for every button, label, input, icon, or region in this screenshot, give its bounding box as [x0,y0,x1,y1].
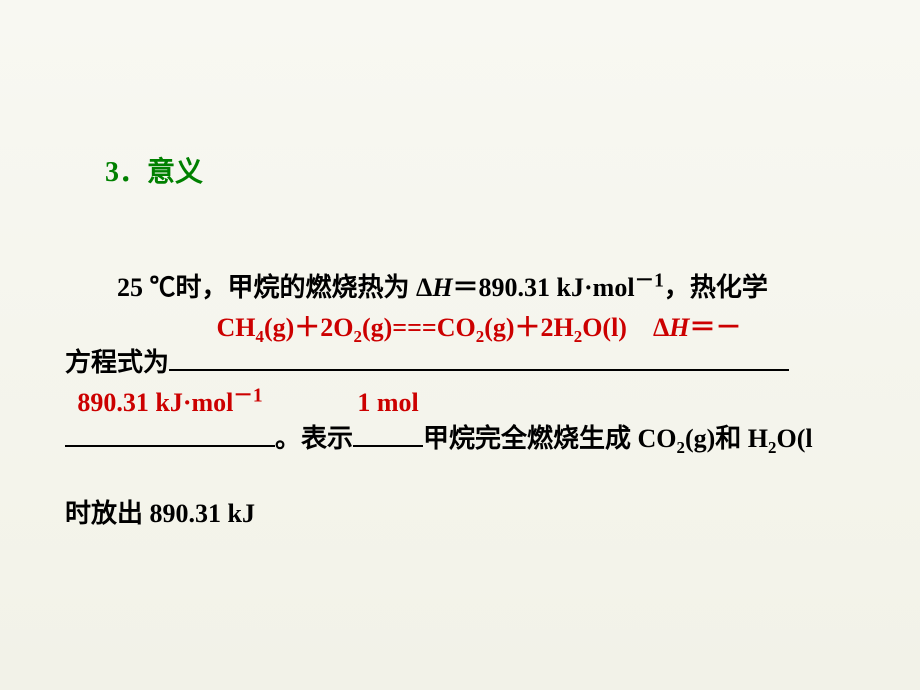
body-text: 25 ℃时，甲烷的燃烧热为 ΔH＝890.31 kJ·mol－1，热化学 方程式… [65,250,855,552]
a1-H: H [669,313,689,342]
a1-3: (g)＋2O [264,313,354,342]
a1-9: O(l) Δ [582,313,669,342]
a1-5: (g)===CO [362,313,476,342]
answer-3: 1 mol [353,365,423,440]
answer-2: 890.31 kJ·mol－1 [65,365,275,440]
p3-mid4: O(l [776,424,812,453]
p3-mid2: 甲烷完全燃烧生成 CO [423,424,677,453]
heading-title: 意义 [147,157,203,188]
p3-mid1: 。表示 [275,424,353,453]
a1-4: 2 [354,327,362,346]
blank-3: 1 mol [353,416,423,447]
p1-sup: －1 [635,270,664,291]
p4-text: 时放出 890.31 kJ [65,499,255,528]
slide-content: 3．意义 25 ℃时，甲烷的燃烧热为 ΔH＝890.31 kJ·mol－1，热化… [0,0,920,552]
blank-2: 890.31 kJ·mol－1 [65,416,275,447]
a2-1: 890.31 kJ·mol [77,388,233,417]
a2-sup: －1 [233,386,262,407]
a1-8: 2 [574,327,582,346]
p3-mid3: (g)和 H [685,424,768,453]
section-heading: 3．意义 [105,150,855,190]
a1-10: ＝－ [690,313,742,342]
a1-2: 4 [256,327,264,346]
answer-1: CH4(g)＋2O2(g)===CO2(g)＋2H2O(l) ΔH＝－ [169,290,789,365]
a1-6: 2 [476,327,484,346]
heading-number: 3． [105,157,147,188]
p3-sub1: 2 [677,438,685,457]
a1-7: (g)＋2H [484,313,574,342]
a1-1: CH [217,313,256,342]
